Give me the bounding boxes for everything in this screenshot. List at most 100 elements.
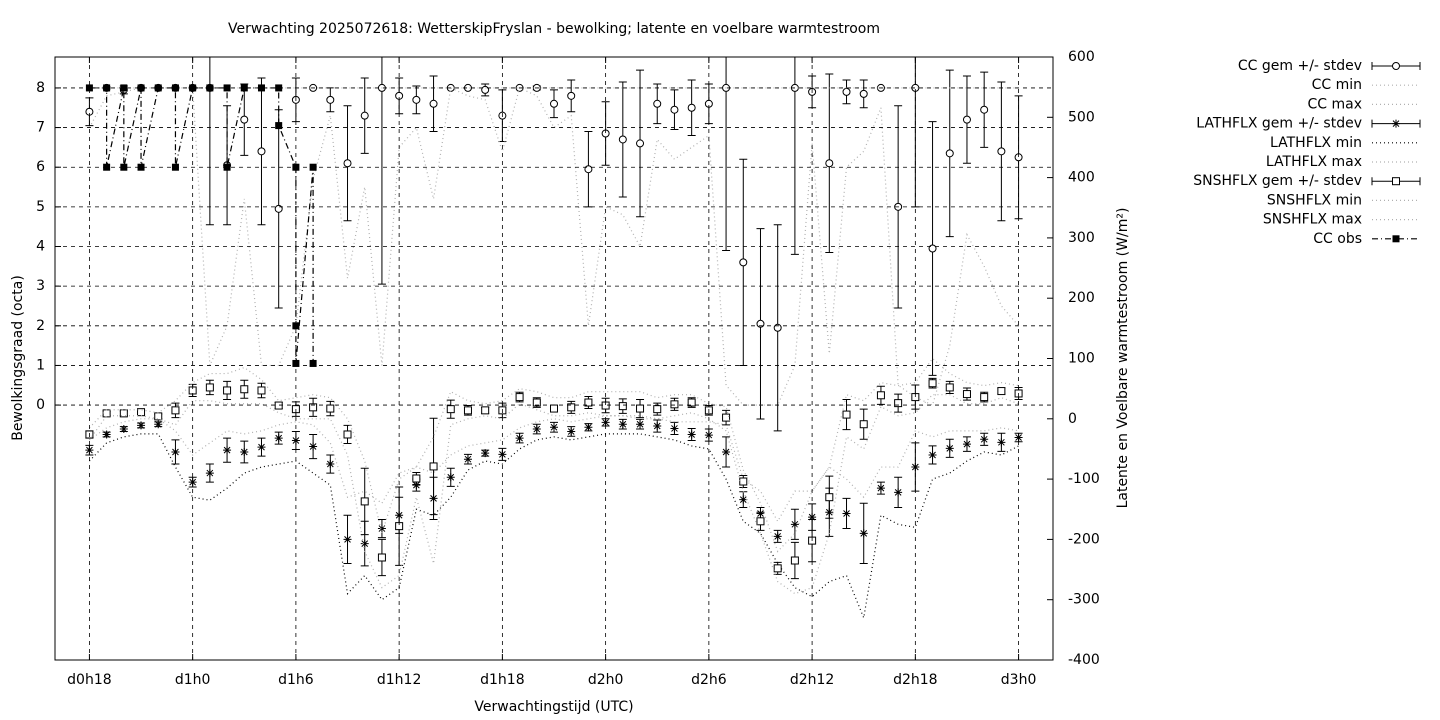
marker-square	[223, 386, 232, 395]
marker-star	[463, 455, 472, 464]
marker-star	[618, 420, 627, 429]
marker-filled-square	[223, 84, 231, 92]
marker-square	[584, 398, 593, 407]
marker-star	[980, 435, 989, 444]
marker-filled-square	[275, 122, 283, 130]
marker-circle	[343, 159, 352, 168]
marker-square	[636, 404, 645, 413]
marker-square	[481, 406, 490, 415]
marker-square	[739, 477, 748, 486]
marker-square	[790, 556, 799, 565]
y-tick-label: 2	[36, 318, 45, 334]
x-tick-label: d2h6	[691, 672, 727, 688]
marker-circle	[670, 105, 679, 114]
marker-star	[653, 422, 662, 431]
legend-marker	[1392, 177, 1400, 186]
x-tick-label: d2h0	[588, 672, 624, 688]
marker-circle	[859, 89, 868, 98]
y2-tick-label: 500	[1068, 109, 1095, 125]
marker-star	[205, 469, 214, 478]
marker-star	[171, 447, 180, 456]
marker-square	[463, 406, 472, 415]
legend-marker	[1392, 119, 1400, 128]
y-tick-label: 0	[36, 397, 45, 413]
marker-star	[481, 449, 490, 458]
x-axis-label: Verwachtingstijd (UTC)	[474, 699, 633, 715]
marker-circle	[945, 149, 954, 158]
y2-tick-label: 400	[1068, 170, 1095, 186]
marker-circle	[618, 135, 627, 144]
plot-area	[85, 57, 1023, 620]
marker-square	[670, 400, 679, 409]
marker-star	[1014, 433, 1023, 442]
y2-tick-label: -200	[1068, 531, 1100, 547]
marker-star	[584, 423, 593, 432]
marker-square	[171, 406, 180, 415]
error-bar	[911, 57, 920, 208]
marker-filled-square	[257, 84, 265, 92]
error-bar	[377, 57, 386, 285]
marker-square	[653, 405, 662, 414]
marker-star	[739, 495, 748, 504]
error-bar	[722, 57, 731, 251]
marker-circle	[240, 115, 249, 124]
marker-square	[257, 386, 266, 395]
marker-star	[790, 520, 799, 529]
x-tick-label: d2h18	[893, 672, 937, 688]
marker-circle	[773, 323, 782, 332]
marker-star	[962, 440, 971, 449]
legend-label: SNSHFLX gem +/- stdev	[1193, 173, 1362, 189]
marker-square	[962, 390, 971, 399]
marker-square	[446, 405, 455, 414]
marker-star	[102, 430, 111, 439]
marker-square	[618, 402, 627, 411]
y-tick-label: 1	[36, 357, 45, 373]
marker-square	[876, 391, 885, 400]
marker-square	[756, 517, 765, 526]
legend-marker	[1392, 235, 1400, 243]
x-tick-label: d1h12	[377, 672, 421, 688]
marker-star	[808, 513, 817, 522]
marker-filled-square	[120, 84, 128, 92]
marker-star	[119, 425, 128, 434]
marker-star	[773, 532, 782, 541]
marker-circle	[687, 103, 696, 112]
marker-star	[274, 434, 283, 443]
marker-square	[825, 493, 834, 502]
marker-circle	[756, 319, 765, 328]
marker-filled-square	[154, 84, 162, 92]
marker-star	[636, 420, 645, 429]
marker-circle	[326, 95, 335, 104]
marker-square	[240, 385, 249, 394]
marker-star	[137, 421, 146, 430]
marker-circle	[825, 159, 834, 168]
marker-square	[859, 420, 868, 429]
marker-square	[205, 383, 214, 392]
marker-star	[670, 424, 679, 433]
marker-filled-square	[275, 84, 283, 92]
marker-star	[446, 473, 455, 482]
marker-circle	[567, 91, 576, 100]
legend-label: CC obs	[1313, 231, 1362, 247]
y2-tick-label: 300	[1068, 230, 1095, 246]
error-bar	[205, 57, 214, 226]
legend-label: CC min	[1312, 77, 1362, 93]
marker-square	[842, 410, 851, 419]
marker-star	[326, 460, 335, 469]
marker-circle	[584, 165, 593, 174]
marker-square	[980, 393, 989, 402]
marker-star	[154, 420, 163, 429]
marker-square	[274, 401, 283, 410]
x-tick-label: d3h0	[1001, 672, 1037, 688]
marker-square	[326, 404, 335, 413]
x-tick-label: d2h12	[790, 672, 834, 688]
marker-square	[722, 413, 731, 422]
legend-marker	[1392, 62, 1400, 70]
marker-square	[343, 430, 352, 439]
marker-star	[722, 447, 731, 456]
marker-square	[154, 412, 163, 421]
marker-square	[945, 383, 954, 392]
x-tick-label: d1h6	[278, 672, 314, 688]
legend-label: LATHFLX min	[1270, 135, 1362, 151]
y-tick-label: 7	[36, 120, 45, 136]
